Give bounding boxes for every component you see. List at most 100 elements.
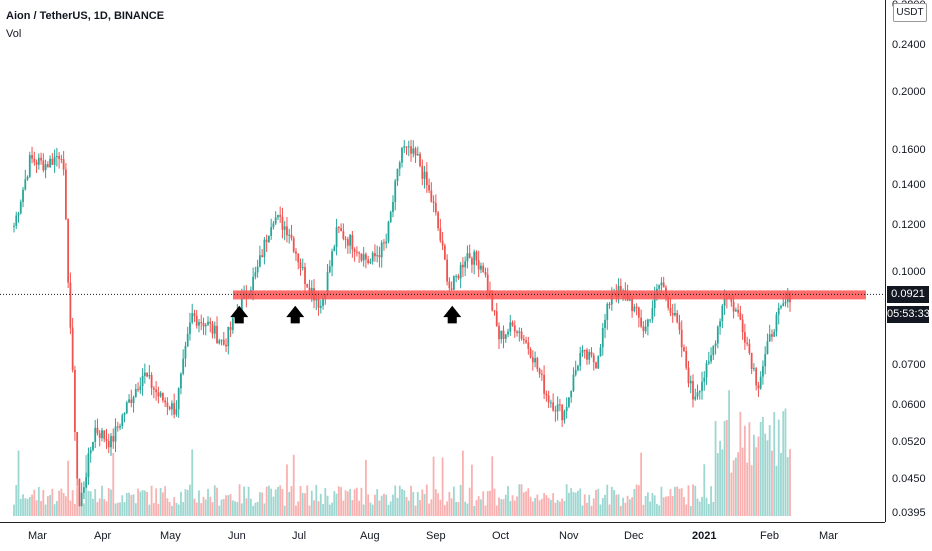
volume-bar [299, 486, 302, 516]
volume-bar [775, 465, 778, 516]
price-axis[interactable]: 0.28000.24000.20000.16000.14000.12000.10… [885, 0, 932, 522]
volume-bar [710, 486, 712, 516]
candle-body [200, 322, 203, 324]
volume-bar [110, 489, 112, 516]
chart-area[interactable]: Aion / TetherUS, 1D, BINANCE Vol 🡅 🡅 🡅 [0, 0, 885, 522]
volume-bar [574, 492, 577, 516]
candle-body [297, 253, 300, 263]
volume-bar [403, 490, 406, 516]
volume-indicator-label[interactable]: Vol [6, 28, 22, 40]
candle-body [87, 453, 90, 478]
price-tick-label: 0.0520 [892, 435, 926, 448]
currency-button[interactable]: USDT [893, 3, 927, 22]
symbol-title[interactable]: Aion / TetherUS, 1D, BINANCE [6, 10, 165, 22]
candle-body [369, 261, 372, 264]
volume-bar [529, 496, 532, 516]
volume-bar [423, 494, 426, 516]
candle-body [98, 433, 101, 438]
candle-body [437, 212, 439, 229]
volume-bar [137, 488, 139, 516]
volume-bar [660, 486, 663, 516]
candle-body [543, 374, 546, 394]
volume-bar [520, 484, 523, 516]
candle-body [177, 388, 180, 410]
volume-bar [96, 502, 99, 516]
volume-bar [55, 500, 58, 516]
volume-bar [121, 495, 124, 516]
volume-bar [252, 505, 255, 516]
candle-body [574, 370, 577, 375]
candle-body [480, 265, 482, 270]
volume-bar [225, 495, 227, 516]
volume-bar [412, 491, 415, 516]
volume-bar [306, 485, 309, 516]
candle-body [556, 404, 559, 412]
volume-bar [658, 505, 661, 516]
volume-bar [601, 498, 604, 516]
candle-body [405, 146, 408, 148]
volume-bar [236, 502, 239, 516]
candle-body [671, 312, 674, 316]
candle-body [53, 156, 56, 165]
candle-body [495, 311, 498, 326]
candle-body [360, 253, 363, 261]
volume-bar [432, 456, 435, 516]
volume-bar [346, 491, 349, 516]
candle-body [168, 407, 171, 410]
time-axis[interactable]: Mar Apr May Jun Jul Aug Sep Oct Nov Dec 2021 Feb Mar [0, 522, 885, 551]
volume-bar [308, 505, 311, 516]
volume-bar [441, 457, 444, 516]
volume-bar [421, 489, 424, 516]
volume-bar [646, 492, 649, 516]
volume-bar [410, 485, 412, 516]
candle-body [633, 306, 636, 312]
candle-body [279, 214, 282, 217]
volume-bar [240, 503, 243, 516]
candle-body [304, 267, 306, 285]
candle-body [146, 372, 148, 377]
time-tick-label: Nov [559, 530, 579, 542]
candle-body [351, 234, 354, 250]
volume-bar [419, 500, 421, 516]
candle-body [112, 436, 115, 442]
candle-body [403, 146, 406, 148]
volume-bar [622, 497, 624, 516]
candle-body [547, 395, 550, 403]
price-chart[interactable] [0, 0, 885, 522]
candle-body [683, 347, 685, 351]
volume-bar [49, 495, 51, 516]
last-price-tag: 0.0921 [887, 286, 929, 304]
candle-body [518, 331, 521, 333]
volume-bar [58, 490, 61, 516]
volume-bar [466, 503, 469, 516]
candle-body [51, 158, 54, 165]
volume-bar [74, 503, 76, 516]
volume-bar [371, 504, 374, 516]
volume-bar [464, 501, 467, 516]
volume-bar [773, 412, 776, 516]
candle-body [441, 240, 444, 246]
candle-body [601, 327, 604, 348]
candle-body [130, 399, 133, 403]
price-tick-label: 0.1200 [892, 218, 926, 231]
candle-body [730, 298, 733, 302]
volume-bar [168, 502, 171, 516]
candle-body [737, 309, 740, 313]
volume-bar [448, 491, 451, 516]
candle-body [394, 180, 397, 203]
volume-bar [689, 505, 692, 516]
volume-bar [696, 498, 699, 516]
volume-bar [105, 501, 108, 516]
candle-body [414, 148, 417, 156]
volume-bar [175, 502, 178, 516]
candle-body [195, 315, 198, 326]
volume-bar [164, 486, 167, 516]
volume-bar [561, 498, 564, 516]
candle-body [123, 413, 126, 416]
volume-bar [288, 492, 291, 516]
candle-body [640, 317, 643, 327]
candle-body [746, 342, 749, 344]
volume-bar [114, 503, 117, 516]
volume-bar [434, 489, 437, 516]
volume-bar [130, 494, 133, 516]
